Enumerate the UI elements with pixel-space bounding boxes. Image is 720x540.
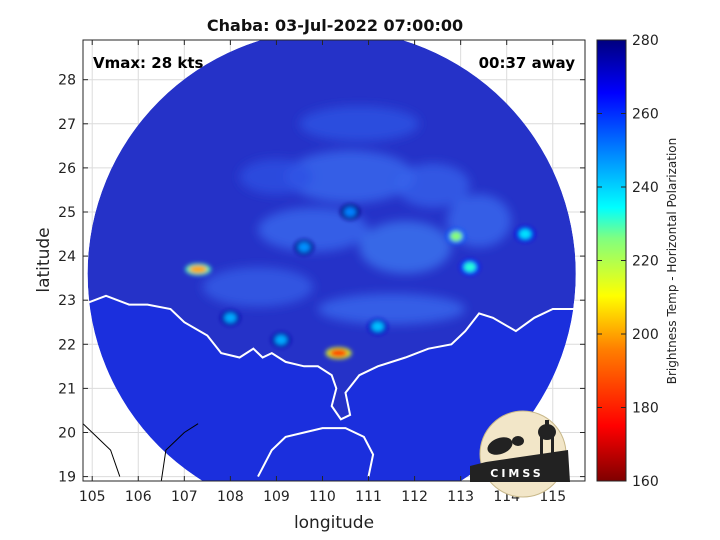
colorbar-tick-label: 160 <box>632 474 659 490</box>
convection-core <box>450 231 463 242</box>
x-tick-label: 107 <box>171 489 198 505</box>
y-tick-label: 27 <box>58 117 76 133</box>
colorbar-tick-label: 280 <box>632 33 659 49</box>
cloud-band <box>317 293 466 325</box>
colorbar-tick-label: 240 <box>632 180 659 196</box>
convection-core <box>371 321 384 332</box>
y-tick-label: 25 <box>58 205 76 221</box>
cimss-logo: CIMSS <box>470 410 570 498</box>
colorbar: 160 180 200 220 240 260 280 Brightness Temp - … <box>596 33 679 490</box>
chart-title: Chaba: 03-Jul-2022 07:00:00 <box>207 16 463 35</box>
convection-core <box>463 262 476 273</box>
convection-cells <box>185 203 536 360</box>
y-axis: 19 20 21 22 23 24 25 26 27 28 <box>58 73 585 486</box>
vmax-annotation: Vmax: 28 kts <box>93 54 203 72</box>
logo-tower-leg <box>551 437 554 461</box>
logo-text: CIMSS <box>490 467 543 480</box>
y-tick-label: 23 <box>58 293 76 309</box>
x-tick-label: 108 <box>217 489 244 505</box>
convection-core <box>329 349 348 358</box>
coastline-mainland <box>83 294 585 421</box>
y-tick-label: 20 <box>58 425 76 441</box>
y-tick-label: 22 <box>58 337 76 353</box>
coastline-hainan <box>257 427 375 478</box>
x-tick-label: 105 <box>79 489 106 505</box>
y-tick-label: 26 <box>58 161 76 177</box>
coastline <box>83 294 585 481</box>
x-tick-label: 110 <box>309 489 336 505</box>
colorbar-tick-label: 260 <box>632 107 659 123</box>
plot-frame <box>82 39 586 482</box>
swath-layer <box>87 40 576 481</box>
logo-dish <box>487 437 513 455</box>
convection-core <box>189 265 208 274</box>
colorbar-label: Brightness Temp - Horizontal Polarizatio… <box>665 138 679 385</box>
logo-ground <box>470 450 570 482</box>
x-tick-label: 106 <box>125 489 152 505</box>
x-tick-label: 115 <box>539 489 566 505</box>
cloud-band <box>239 159 314 195</box>
cloud-band <box>202 267 314 307</box>
convection-core <box>344 206 357 217</box>
y-tick-label: 19 <box>58 470 76 486</box>
cloud-band <box>359 220 452 274</box>
cloud-bands <box>202 106 512 325</box>
logo-dish-small <box>512 436 524 446</box>
x-tick-label: 109 <box>263 489 290 505</box>
y-axis-title: latitude <box>34 227 54 292</box>
y-tick-label: 21 <box>58 381 76 397</box>
logo-water-tower <box>538 424 556 440</box>
convection-core <box>275 334 288 345</box>
logo-tower-cap <box>545 420 549 426</box>
convection-core <box>224 312 237 323</box>
time-away-annotation: 00:37 away <box>479 54 576 72</box>
cloud-band <box>396 163 470 208</box>
cloud-band <box>285 150 415 204</box>
y-tick-label: 28 <box>58 73 76 89</box>
cloud-band <box>258 207 369 252</box>
y-tick-label: 24 <box>58 249 76 265</box>
cloud-band <box>299 106 420 142</box>
colorbar-ticks: 160 180 200 220 240 260 280 <box>597 33 659 490</box>
x-tick-label: 112 <box>401 489 428 505</box>
x-tick-label: 113 <box>447 489 474 505</box>
colorbar-tick-label: 180 <box>632 401 659 417</box>
x-axis-title: longitude <box>294 513 374 533</box>
coastline-outside-swath <box>83 423 199 481</box>
colorbar-tick-label: 200 <box>632 327 659 343</box>
convection-core <box>298 242 311 253</box>
ocean-area <box>87 295 576 481</box>
logo-tower-leg <box>540 437 543 461</box>
convection-core <box>519 229 532 240</box>
colorbar-tick-label: 220 <box>632 254 659 270</box>
x-tick-label: 111 <box>355 489 382 505</box>
